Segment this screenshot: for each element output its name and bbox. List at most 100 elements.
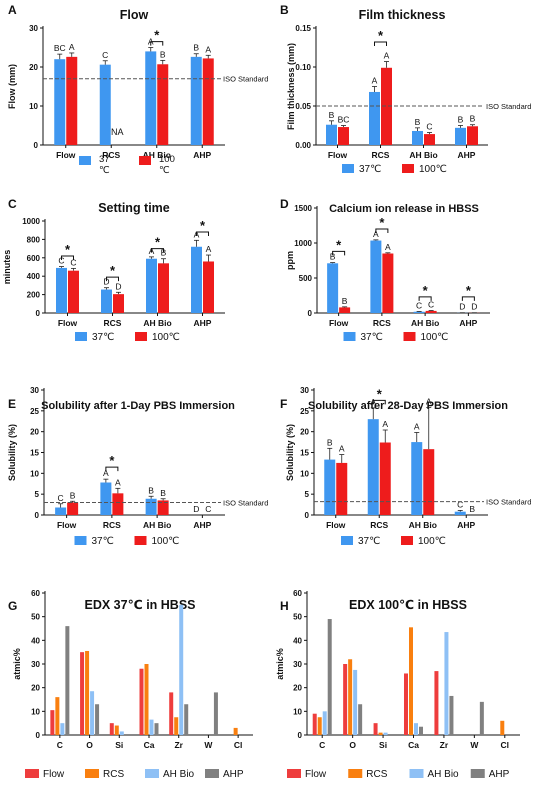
significance-letter: C — [457, 499, 463, 509]
significance-letter: A — [382, 419, 388, 429]
significance-letter: D — [193, 504, 199, 514]
bar — [404, 673, 408, 735]
bar — [317, 717, 322, 735]
legend-label: 100℃ — [419, 164, 447, 175]
legend-swatch — [135, 332, 147, 341]
significance-star: * — [423, 283, 429, 298]
panel-letter: H — [280, 599, 289, 613]
bar — [55, 697, 60, 735]
legend-label: RCS — [103, 769, 124, 780]
y-tick-label: 0 — [308, 309, 313, 318]
bar — [145, 51, 157, 145]
significance-letter: A — [115, 477, 121, 487]
panel-letter: F — [280, 397, 287, 411]
y-tick-label: 0.10 — [295, 63, 311, 72]
significance-bracket — [105, 466, 119, 472]
significance-letter: C — [416, 300, 422, 310]
significance-letter: B — [342, 296, 348, 306]
bar — [169, 692, 174, 735]
bar — [412, 130, 423, 145]
significance-star: * — [200, 218, 206, 233]
significance-letter: B — [193, 43, 199, 53]
significance-letter: A — [414, 422, 420, 432]
significance-bracket — [332, 250, 346, 256]
significance-letter: A — [384, 51, 390, 61]
legend-label: AH Bio — [163, 769, 195, 780]
legend-label: 37℃ — [92, 332, 114, 343]
bar — [327, 619, 332, 735]
x-tick-label: AH Bio — [409, 520, 437, 530]
x-tick-label: Ca — [144, 740, 155, 750]
panel-g: G EDX 37℃ in HBSS atmic% 0 10 20 30 40 50 60 C O Si C… — [8, 589, 253, 780]
x-tick-label: W — [470, 740, 479, 750]
chart-title: Film thickness — [359, 8, 446, 22]
chart-title: EDX 100℃ in HBSS — [349, 598, 467, 612]
y-axis-label: atmic% — [12, 648, 22, 680]
significance-letter: D — [115, 281, 121, 291]
significance-letter: C — [426, 122, 432, 132]
panel-c: C Setting time minutes 0 200 400 600 800 1000 Flo… — [2, 197, 225, 343]
y-tick-label: 1000 — [22, 217, 40, 226]
significance-star: * — [155, 235, 161, 250]
y-tick-label: 0 — [305, 511, 310, 520]
bar — [373, 723, 378, 735]
legend-label: 37℃ — [92, 536, 114, 547]
annotation-text: NA — [111, 127, 124, 137]
bar — [326, 124, 337, 145]
significance-letter: D — [459, 302, 465, 312]
bar — [424, 134, 435, 145]
y-tick-label: 0 — [298, 731, 303, 740]
y-axis-label: atmic% — [275, 648, 285, 680]
iso-standard-label: ISO Standard — [223, 499, 268, 508]
significance-star: * — [378, 28, 384, 43]
iso-standard-label: ISO Standard — [223, 75, 268, 84]
significance-letter: A — [426, 397, 432, 407]
bar — [191, 246, 202, 313]
legend-label-unit: ℃ — [99, 165, 110, 176]
bar — [425, 310, 437, 313]
y-axis-label: Solubility (%) — [285, 424, 295, 481]
significance-letter: A — [206, 244, 212, 254]
bar — [423, 449, 435, 515]
x-tick-label: Flow — [57, 520, 77, 530]
x-tick-label: Si — [379, 740, 387, 750]
legend-swatch — [75, 332, 87, 341]
y-tick-label: 20 — [29, 63, 38, 72]
bar — [158, 263, 169, 313]
y-tick-label: 0 — [36, 731, 41, 740]
legend-label: 37℃ — [358, 536, 380, 547]
panel-b: B Film thickness Film thickness (mm) 0.00 0.… — [280, 3, 531, 175]
legend: Flow RCS AH Bio AHP — [25, 769, 244, 780]
bar — [312, 713, 317, 735]
bar — [358, 704, 363, 735]
bar — [382, 253, 394, 313]
y-tick-label: 1500 — [294, 204, 312, 213]
panel-letter: B — [280, 3, 289, 17]
bar — [149, 719, 154, 735]
significance-letter: B — [470, 114, 476, 124]
chart-title: EDX 37℃ in HBSS — [85, 598, 196, 612]
legend-label: 37℃ — [361, 332, 383, 343]
bar — [56, 267, 67, 313]
y-tick-label: 400 — [27, 272, 41, 281]
bar — [109, 723, 114, 735]
bar — [343, 664, 348, 735]
legend-label: AHP — [223, 769, 244, 780]
y-tick-label: 10 — [30, 469, 39, 478]
y-tick-label: 40 — [293, 636, 302, 645]
legend-label: 37 — [99, 154, 110, 165]
bar — [370, 240, 382, 313]
bar — [190, 56, 202, 145]
significance-letter: A — [205, 44, 211, 54]
bar — [145, 498, 157, 515]
significance-bracket — [61, 255, 74, 260]
significance-letter: D — [471, 302, 477, 312]
legend-label: 100℃ — [152, 332, 180, 343]
bar — [80, 652, 85, 735]
significance-bracket — [151, 248, 164, 253]
bar — [85, 650, 90, 735]
legend-swatch — [145, 769, 159, 778]
